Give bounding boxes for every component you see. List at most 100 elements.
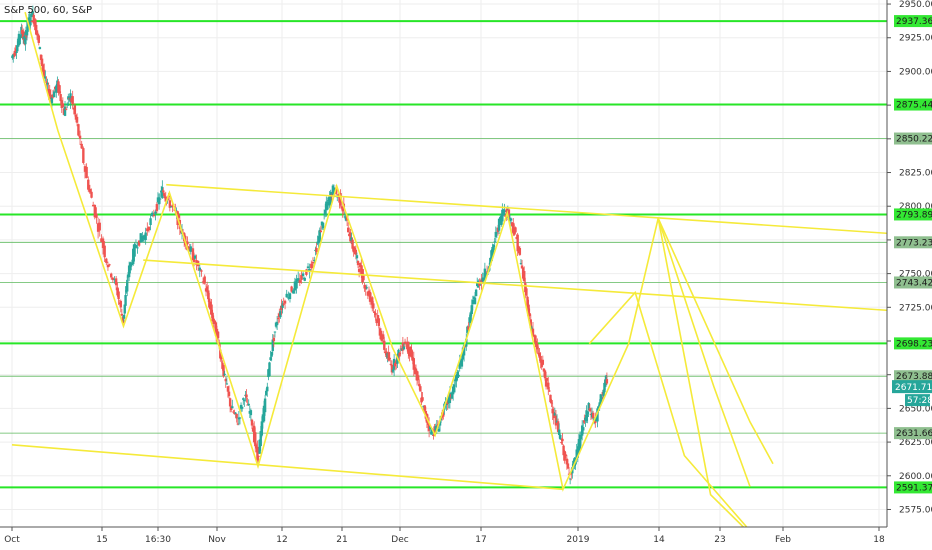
candle-body — [492, 244, 495, 251]
candle-body — [275, 321, 279, 326]
candle-body — [489, 257, 492, 266]
candle-body — [587, 403, 590, 411]
candle-body — [35, 30, 39, 35]
trendlines — [11, 11, 932, 528]
candle-body — [377, 318, 381, 326]
trendline[interactable] — [143, 259, 932, 318]
candle-body — [164, 196, 167, 201]
level-price-label: 2937.36 — [896, 17, 932, 27]
candle-body — [419, 386, 422, 392]
candle-body — [121, 316, 125, 324]
candle-body — [226, 386, 230, 392]
candle-body — [213, 320, 217, 323]
candle-body — [349, 232, 352, 242]
candle-body — [315, 247, 318, 252]
candle-body — [66, 103, 69, 105]
candle-body — [374, 312, 377, 316]
level-price-tag — [894, 276, 932, 289]
level-price-tag — [894, 481, 932, 494]
candle-body — [383, 340, 386, 350]
candle-body — [151, 212, 154, 216]
candle-body — [18, 38, 21, 40]
level-price-label: 2698.23 — [896, 339, 932, 349]
candle-body — [541, 359, 545, 365]
candle-body — [290, 286, 293, 292]
candle-body — [37, 35, 40, 43]
candle-body — [547, 382, 550, 390]
candle-body — [198, 267, 201, 271]
candle-body — [513, 230, 516, 235]
trendline[interactable] — [657, 218, 751, 487]
candle-body — [293, 281, 297, 291]
candle-body — [207, 290, 210, 300]
candle-body — [416, 375, 420, 381]
trendline[interactable] — [24, 11, 744, 528]
candle-body — [147, 226, 151, 231]
level-price-tag — [894, 15, 932, 28]
candle-body — [93, 204, 97, 218]
candle-body — [162, 193, 166, 196]
candle-body — [124, 295, 127, 306]
candle-body — [355, 255, 359, 259]
candle-body — [470, 305, 473, 315]
x-tick-label: 14 — [653, 535, 665, 545]
y-tick-label: 2600.00 — [899, 472, 932, 482]
candle-body — [283, 300, 287, 304]
candle-body — [570, 473, 573, 475]
level-price-label: 2631.66 — [896, 429, 932, 439]
current-price-label: 2671.71 — [895, 383, 932, 393]
candle-body — [394, 363, 397, 367]
candle-body — [494, 231, 497, 238]
candle-body — [186, 241, 189, 245]
candle-body — [20, 29, 24, 34]
candle-body — [356, 260, 360, 266]
x-tick-label: 21 — [336, 535, 347, 545]
candle-body — [157, 197, 161, 205]
candle-body — [347, 227, 350, 233]
candle-body — [265, 390, 268, 396]
candle-body — [388, 357, 391, 360]
candle-body — [48, 90, 51, 97]
trendline[interactable] — [657, 217, 774, 465]
trendline[interactable] — [588, 290, 748, 528]
candle-body — [533, 335, 537, 343]
y-tick-label: 2800.00 — [899, 202, 932, 212]
candle-body — [301, 273, 305, 276]
candle-body — [24, 35, 27, 45]
candle-body — [559, 434, 562, 440]
candle-body — [108, 264, 111, 266]
candle-body — [407, 341, 410, 354]
candle-body — [271, 339, 274, 352]
candle-body — [45, 81, 48, 83]
time-axis-bg — [0, 527, 932, 550]
candle-body — [13, 50, 17, 56]
candle-body — [50, 97, 54, 104]
candle-body — [507, 209, 511, 218]
candle-body — [236, 423, 239, 425]
candle-body — [19, 35, 22, 38]
candle-body — [456, 371, 459, 378]
candle-body — [379, 330, 383, 340]
candle-body — [11, 55, 14, 59]
candle-body — [39, 54, 43, 61]
candle-body — [526, 296, 529, 311]
x-tick-label: Dec — [391, 535, 408, 545]
trendline[interactable] — [11, 444, 564, 491]
candle-body — [195, 260, 198, 266]
candle-body — [12, 54, 15, 57]
candle-body — [200, 270, 203, 272]
candle-body — [22, 31, 25, 41]
candle-body — [373, 311, 376, 314]
candle-body — [219, 349, 222, 359]
candle-body — [63, 106, 67, 116]
candle-body — [136, 247, 139, 249]
candle-body — [129, 262, 132, 271]
level-price-label: 2591.37 — [896, 483, 932, 493]
candle-body — [362, 275, 365, 281]
candle-body — [580, 425, 584, 436]
candle-body — [306, 266, 310, 269]
candle-body — [282, 303, 285, 305]
candle-body — [558, 429, 561, 436]
candle-body — [38, 47, 42, 50]
candle-body — [423, 405, 426, 411]
